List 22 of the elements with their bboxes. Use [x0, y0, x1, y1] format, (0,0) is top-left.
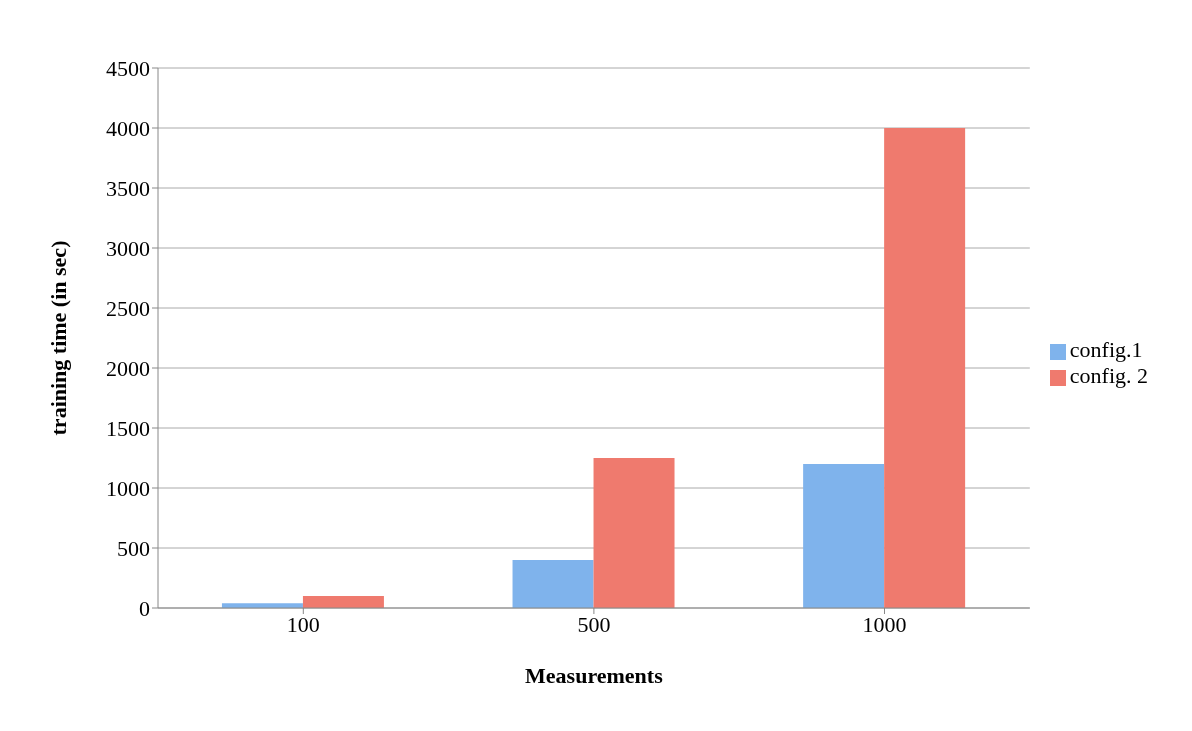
x-axis-title: Measurements — [525, 663, 664, 688]
legend-label: config.1 — [1069, 337, 1143, 362]
y-tick-label: 2000 — [106, 355, 150, 381]
y-tick-label: 3000 — [106, 235, 150, 261]
bar — [884, 128, 966, 608]
y-tick-label: 0 — [139, 595, 150, 621]
y-tick-label: 2500 — [106, 295, 150, 321]
bar — [302, 596, 384, 608]
y-axis-title: training time (in sec) — [45, 240, 71, 436]
x-tick-label: 1000 — [862, 611, 907, 637]
y-tick-label: 500 — [117, 535, 150, 561]
y-tick-label: 1000 — [106, 475, 150, 501]
bar — [803, 464, 885, 608]
y-tick-label: 3500 — [106, 175, 150, 201]
bar — [593, 458, 675, 608]
y-tick-label: 4000 — [106, 115, 150, 141]
legend-label: config. 2 — [1069, 363, 1148, 388]
y-tick-label: 4500 — [106, 55, 150, 81]
bar — [512, 560, 594, 608]
x-tick-label: 500 — [577, 611, 611, 637]
y-tick-label: 1500 — [106, 415, 150, 441]
x-tick-label: 100 — [286, 611, 320, 637]
